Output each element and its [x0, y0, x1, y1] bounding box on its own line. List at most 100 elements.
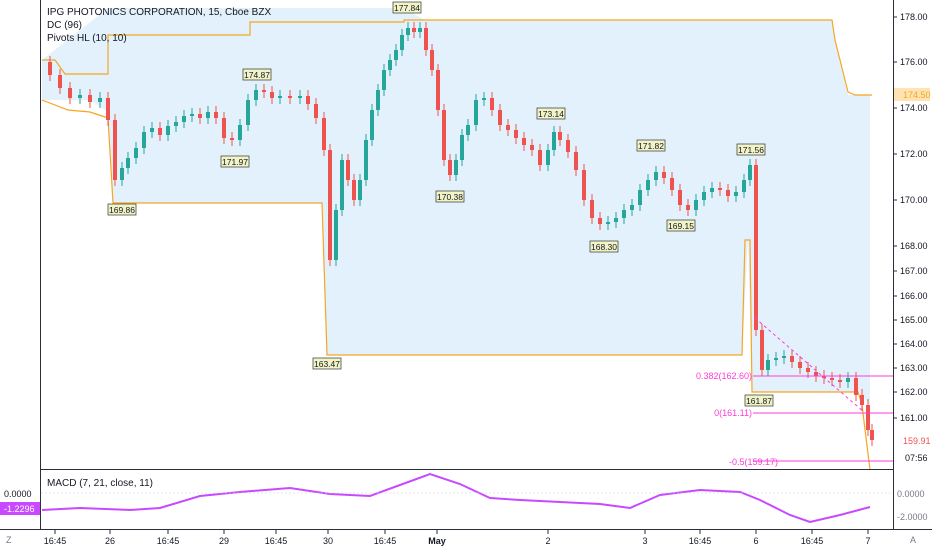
time-tick-label: 16:45	[265, 536, 288, 546]
timezone-button[interactable]: Z	[6, 535, 12, 545]
candle-body	[466, 125, 470, 135]
pivot-label: 174.87	[242, 68, 272, 81]
pivot-label: 170.38	[435, 190, 465, 203]
time-tick-label: 29	[219, 536, 229, 546]
svg-text:173.14: 173.14	[538, 109, 564, 119]
chart-legend: IPG PHOTONICS CORPORATION, 15, Cboe BZX …	[47, 6, 271, 45]
candle-body	[270, 92, 274, 98]
candle-body	[490, 98, 494, 110]
time-tick-label: 30	[323, 536, 333, 546]
candle-body	[190, 114, 194, 116]
price-tick-label: 178.00	[900, 12, 928, 22]
candle-body	[670, 178, 674, 190]
candle-body	[198, 114, 202, 118]
price-tick-label: 164.00	[900, 339, 928, 349]
candle-body	[58, 75, 62, 88]
candle-body	[134, 148, 138, 158]
pivot-label: 169.86	[107, 203, 137, 216]
price-tick-label: 161.00	[900, 413, 928, 423]
dc-price-label: 174.50	[903, 90, 931, 100]
macd-left-tick-0: 0.0000	[4, 489, 32, 499]
countdown-label: 07:56	[905, 453, 928, 463]
fib-retracement[interactable]: 0.382(162.60) 0(161.11) -0.5(159.17)	[696, 317, 893, 467]
candle-body	[174, 122, 178, 126]
price-axis[interactable]: 178.00 176.00 174.00 172.00 170.00 168.00 167.…	[893, 0, 928, 530]
time-tick-label: 16:45	[801, 536, 824, 546]
candle-body	[622, 210, 626, 218]
candle-body	[412, 28, 416, 32]
candle-body	[334, 210, 338, 260]
candle-body	[126, 158, 130, 168]
pivot-label: 171.82	[636, 139, 666, 152]
candle-body	[182, 116, 186, 122]
symbol-title[interactable]: IPG PHOTONICS CORPORATION, 15, Cboe BZX	[47, 7, 272, 18]
candle-body	[854, 378, 858, 395]
time-axis[interactable]: 16:45 26 16:45 29 16:45 30 16:45 May 2 3 16:45 6 16:…	[44, 530, 871, 546]
candle-body	[522, 138, 526, 145]
time-tick-label: May	[428, 536, 446, 546]
candle-body	[314, 104, 318, 118]
candle-body	[566, 140, 570, 152]
pivot-label: 163.47	[312, 357, 342, 370]
candle-body	[514, 130, 518, 138]
candle-body	[98, 98, 102, 102]
candle-body	[866, 405, 870, 430]
pivot-label: 161.87	[744, 394, 774, 407]
candle-body	[424, 28, 428, 50]
candle-body	[846, 378, 850, 382]
candle-body	[590, 200, 594, 218]
candle-body	[328, 150, 332, 260]
candle-body	[654, 172, 658, 180]
candle-body	[370, 110, 374, 140]
price-tick-label: 174.00	[900, 103, 928, 113]
time-tick-label: 26	[105, 536, 115, 546]
candle-body	[298, 96, 302, 98]
svg-text:177.84: 177.84	[394, 3, 420, 13]
candle-body	[322, 118, 326, 150]
candle-body	[782, 356, 786, 358]
macd-tick-neg2: -2.0000	[897, 512, 928, 522]
macd-legend[interactable]: MACD (7, 21, close, 11)	[47, 478, 153, 489]
candle-body	[598, 218, 602, 224]
price-tick-label: 172.00	[900, 149, 928, 159]
macd-pane[interactable]: 0.0000 -2.0000 -1.2296 0.0000	[0, 472, 928, 524]
candle-body	[538, 150, 542, 165]
candle-body	[606, 222, 610, 224]
candle-body	[352, 180, 356, 200]
candle-body	[506, 125, 510, 130]
time-tick-label: 6	[753, 536, 758, 546]
candle-body	[454, 160, 458, 175]
pivots-indicator-label[interactable]: Pivots HL (10, 10)	[47, 33, 127, 44]
candle-body	[106, 98, 110, 120]
pivot-label: 171.97	[220, 155, 250, 168]
candle-body	[68, 88, 72, 98]
candle-body	[306, 96, 310, 104]
candle-body	[400, 35, 404, 50]
price-tick-label: 165.00	[900, 315, 928, 325]
fib-label-0: 0(161.11)	[714, 408, 752, 418]
candle-body	[870, 430, 874, 440]
dc-indicator-label[interactable]: DC (96)	[47, 20, 83, 31]
candle-body	[78, 95, 82, 98]
candle-body	[530, 145, 534, 150]
candle-body	[288, 96, 292, 98]
candle-body	[436, 70, 440, 110]
svg-text:169.15: 169.15	[668, 221, 694, 231]
candle-body	[262, 90, 266, 92]
price-tick-label: 168.00	[900, 241, 928, 251]
time-tick-label: 16:45	[374, 536, 397, 546]
candle-body	[552, 132, 556, 150]
candle-body	[860, 395, 864, 405]
auto-scale-button[interactable]: A	[910, 535, 916, 545]
candle-body	[614, 218, 618, 222]
candle-body	[830, 378, 834, 380]
donchian-upper-line	[42, 19, 872, 96]
candle-body	[498, 110, 502, 125]
candle-body	[582, 170, 586, 200]
svg-text:171.82: 171.82	[638, 141, 664, 151]
candle-body	[638, 190, 642, 205]
macd-current-badge	[0, 502, 40, 515]
price-axis-markers: 174.50 159.91 07:56	[894, 88, 931, 464]
candle-body	[838, 380, 842, 382]
